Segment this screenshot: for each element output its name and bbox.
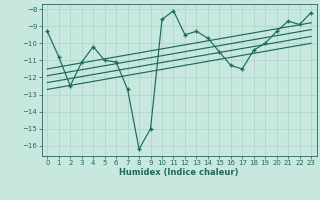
X-axis label: Humidex (Indice chaleur): Humidex (Indice chaleur) [119, 168, 239, 177]
